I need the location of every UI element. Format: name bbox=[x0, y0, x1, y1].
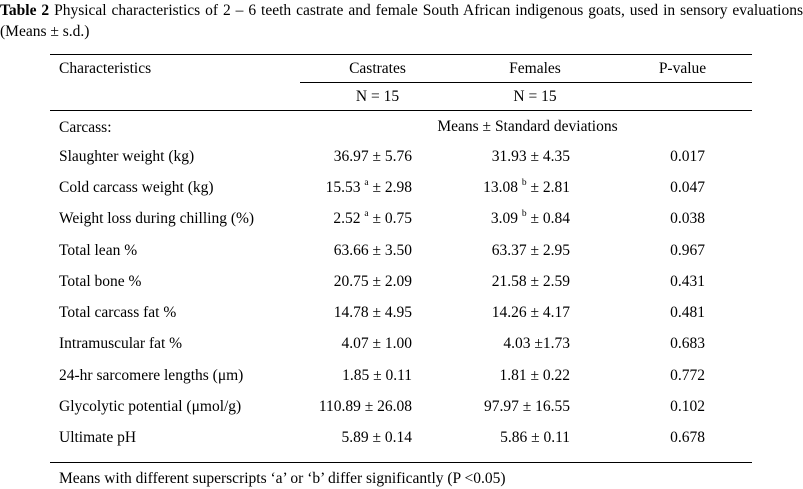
row-castrates-value: 2.52 a ± 0.75 bbox=[300, 208, 412, 228]
row-characteristic: Total bone % bbox=[59, 273, 142, 290]
significance-superscript: b bbox=[521, 177, 527, 188]
row-characteristic: Intramuscular fat % bbox=[59, 335, 183, 352]
row-pvalue: 0.481 bbox=[670, 304, 705, 321]
row-females-value: 63.37 ± 2.95 bbox=[455, 242, 570, 260]
bottom-rule bbox=[50, 462, 752, 463]
row-characteristic: Slaughter weight (kg) bbox=[59, 148, 195, 165]
row-characteristic: Ultimate pH bbox=[59, 429, 137, 446]
row-castrates-value: 5.89 ± 0.14 bbox=[300, 429, 412, 447]
header-females: Females bbox=[509, 60, 561, 77]
value-mean: 1.81 ± 0.22 bbox=[499, 367, 570, 384]
n-females: N = 15 bbox=[513, 88, 557, 105]
row-castrates-value: 63.66 ± 3.50 bbox=[300, 242, 412, 260]
value-mean: 2.52 bbox=[333, 210, 365, 227]
value-mean: 31.93 ± 4.35 bbox=[491, 148, 570, 165]
row-characteristic: Total carcass fat % bbox=[59, 304, 177, 321]
value-mean: 4.03 ±1.73 bbox=[503, 335, 570, 352]
value-mean: 1.85 ± 0.11 bbox=[342, 367, 412, 384]
n-castrates: N = 15 bbox=[355, 88, 400, 105]
significance-superscript: b bbox=[521, 208, 527, 219]
row-characteristic: Weight loss during chilling (%) bbox=[59, 210, 255, 227]
caption-text: Physical characteristics of 2 – 6 teeth … bbox=[0, 2, 803, 40]
row-characteristic: Total lean % bbox=[59, 242, 138, 259]
row-pvalue: 0.683 bbox=[670, 335, 705, 352]
significance-superscript: a bbox=[364, 177, 369, 188]
value-mean: 5.89 ± 0.14 bbox=[341, 429, 412, 446]
header-pvalue: P-value bbox=[658, 60, 707, 77]
row-characteristic: Cold carcass weight (kg) bbox=[59, 179, 214, 196]
value-sd: ± 0.75 bbox=[368, 210, 412, 227]
value-mean: 13.08 bbox=[483, 179, 522, 196]
row-castrates-value: 14.78 ± 4.95 bbox=[300, 304, 412, 322]
row-castrates-value: 15.53 a ± 2.98 bbox=[300, 177, 412, 197]
row-castrates-value: 20.75 ± 2.09 bbox=[300, 273, 412, 291]
value-mean: 21.58 ± 2.59 bbox=[491, 273, 570, 290]
significance-superscript: a bbox=[364, 208, 369, 219]
row-females-value: 31.93 ± 4.35 bbox=[455, 148, 570, 166]
row-characteristic: Glycolytic potential (μmol/g) bbox=[59, 398, 242, 415]
row-pvalue: 0.038 bbox=[670, 210, 705, 227]
row-pvalue: 0.431 bbox=[670, 273, 705, 290]
row-pvalue: 0.967 bbox=[670, 242, 705, 259]
value-mean: 14.26 ± 4.17 bbox=[491, 304, 570, 321]
section-label: Carcass: bbox=[59, 119, 112, 136]
row-pvalue: 0.102 bbox=[670, 398, 705, 415]
row-females-value: 13.08 b ± 2.81 bbox=[455, 177, 570, 197]
row-castrates-value: 4.07 ± 1.00 bbox=[300, 335, 412, 353]
value-mean: 4.07 ± 1.00 bbox=[341, 335, 412, 352]
table-caption: Table 2 Physical characteristics of 2 – … bbox=[0, 0, 803, 42]
row-pvalue: 0.772 bbox=[670, 367, 705, 384]
row-females-value: 21.58 ± 2.59 bbox=[455, 273, 570, 291]
top-rule bbox=[50, 54, 752, 55]
row-females-value: 4.03 ±1.73 bbox=[455, 335, 570, 353]
row-females-value: 14.26 ± 4.17 bbox=[455, 304, 570, 322]
header-characteristics: Characteristics bbox=[59, 60, 152, 77]
value-mean: 14.78 ± 4.95 bbox=[333, 304, 412, 321]
value-mean: 20.75 ± 2.09 bbox=[333, 273, 412, 290]
row-castrates-value: 110.89 ± 26.08 bbox=[300, 398, 412, 416]
value-mean: 5.86 ± 0.11 bbox=[500, 429, 570, 446]
row-females-value: 97.97 ± 16.55 bbox=[455, 398, 570, 416]
value-mean: 63.37 ± 2.95 bbox=[491, 242, 570, 259]
row-characteristic: 24-hr sarcomere lengths (μm) bbox=[59, 367, 244, 384]
row-females-value: 3.09 b ± 0.84 bbox=[455, 208, 570, 228]
row-castrates-value: 36.97 ± 5.76 bbox=[300, 148, 412, 166]
value-mean: 15.53 bbox=[325, 179, 365, 196]
value-mean: 63.66 ± 3.50 bbox=[333, 242, 412, 259]
footnote: Means with different superscripts ‘a’ or… bbox=[59, 470, 506, 487]
value-mean: 3.09 bbox=[490, 210, 522, 227]
row-pvalue: 0.678 bbox=[670, 429, 705, 446]
row-castrates-value: 1.85 ± 0.11 bbox=[300, 367, 412, 385]
value-mean: 110.89 ± 26.08 bbox=[318, 398, 412, 415]
value-mean: 36.97 ± 5.76 bbox=[333, 148, 412, 165]
row-pvalue: 0.047 bbox=[670, 179, 705, 196]
row-females-value: 5.86 ± 0.11 bbox=[455, 429, 570, 447]
table-label: Table 2 bbox=[0, 2, 50, 19]
row-females-value: 1.81 ± 0.22 bbox=[455, 367, 570, 385]
header-castrates: Castrates bbox=[349, 60, 406, 77]
header-rule bbox=[300, 82, 752, 83]
value-mean: 97.97 ± 16.55 bbox=[483, 398, 570, 415]
value-sd: ± 2.98 bbox=[368, 179, 412, 196]
means-label: Means ± Standard deviations bbox=[437, 118, 618, 135]
subheader-rule bbox=[50, 110, 752, 111]
value-sd: ± 2.81 bbox=[526, 179, 570, 196]
value-sd: ± 0.84 bbox=[526, 210, 570, 227]
row-pvalue: 0.017 bbox=[670, 148, 705, 165]
